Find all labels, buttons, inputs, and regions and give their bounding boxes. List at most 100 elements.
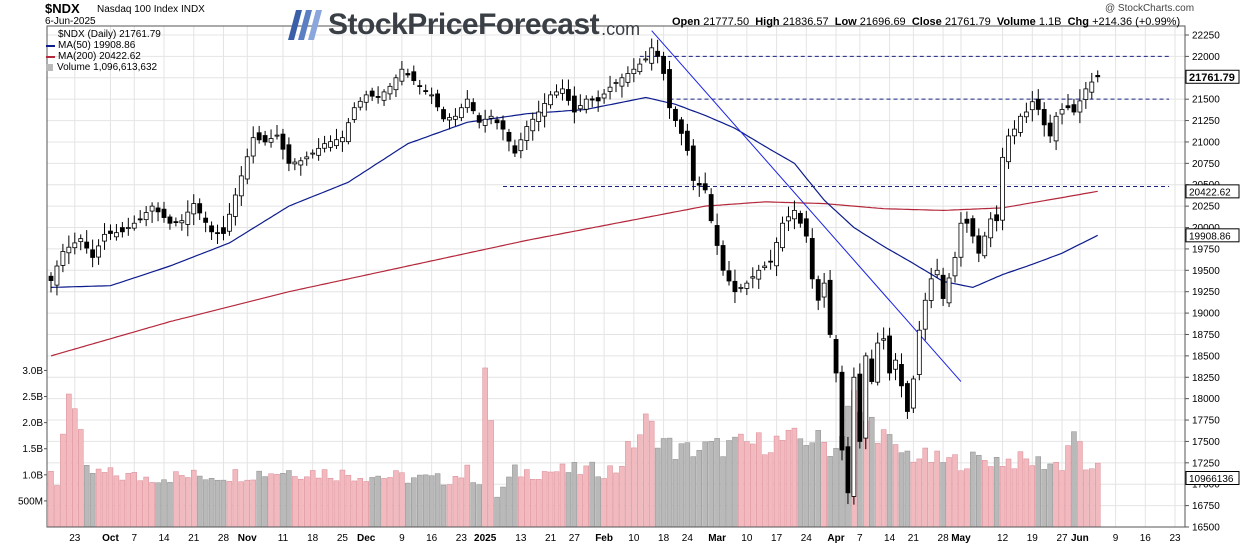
volume-bar	[928, 462, 934, 528]
volume-bar	[416, 474, 423, 528]
volume-bar	[309, 470, 316, 528]
volume-bar	[48, 471, 54, 528]
candle-body	[1077, 100, 1083, 113]
grid-lines	[47, 26, 1185, 528]
x-tick-label: 23	[456, 533, 468, 544]
candle-body	[869, 358, 875, 382]
candle-body	[125, 227, 131, 229]
candle-body	[934, 269, 940, 276]
volume-bar	[1053, 462, 1059, 528]
x-tick-label: 10	[741, 533, 753, 544]
candle-body	[768, 260, 774, 263]
volume-bar	[327, 477, 334, 528]
legend-price: $NDX (Daily) 21761.79	[58, 29, 161, 40]
volume-bar	[125, 473, 132, 528]
price-tick-label: 19000	[1192, 309, 1220, 320]
candle-body	[179, 220, 185, 224]
volume-bar	[541, 471, 548, 528]
volume-bar	[637, 434, 643, 528]
volume-bar	[268, 473, 274, 528]
volume-bar	[345, 474, 352, 528]
volume-bar	[886, 434, 893, 528]
candle-body	[619, 77, 625, 87]
volume-bar	[220, 479, 227, 528]
x-tick-label: 7	[131, 533, 137, 544]
volume-bar	[131, 472, 138, 528]
x-tick-label: 10	[628, 533, 640, 544]
volume-bar	[821, 442, 827, 528]
index-name: Nasdaq 100 Index INDX	[97, 4, 205, 15]
axis-marker-box	[1185, 184, 1240, 199]
volume-bar	[339, 469, 346, 528]
candle-body	[667, 69, 672, 109]
candle-body	[970, 218, 976, 237]
candle-body	[250, 137, 256, 157]
candle-body	[857, 373, 863, 442]
ohlc-summary: Open 21777.50 High 21836.57 Low 21696.69…	[672, 16, 1181, 28]
candle-body	[423, 90, 429, 92]
volume-bar	[654, 447, 661, 528]
plot-border	[46, 25, 1186, 528]
candle-body	[322, 143, 327, 149]
x-tick-label: Apr	[827, 533, 844, 544]
candle-body	[1059, 109, 1065, 115]
axis-marker-label: 20422.62	[1189, 187, 1231, 198]
x-tick-label: 14	[158, 533, 170, 544]
candle-body	[893, 359, 898, 370]
volume-bar	[559, 463, 566, 528]
candle-body	[191, 203, 197, 215]
volume-bar	[1047, 463, 1053, 528]
candle-body	[827, 279, 833, 335]
candle-body	[976, 235, 982, 254]
volume-bar	[993, 457, 1000, 528]
candle-body	[1035, 98, 1041, 110]
volume-bar	[226, 481, 233, 528]
volume-bar	[1011, 468, 1018, 528]
volume-bar	[518, 476, 524, 528]
candle-body	[512, 145, 518, 154]
candle-body	[381, 91, 387, 101]
volume-bar	[607, 465, 613, 528]
candle-body	[595, 97, 601, 102]
candle-body	[304, 156, 310, 160]
volume-bar	[470, 482, 477, 528]
candle-body	[780, 222, 785, 249]
candle-body	[334, 139, 339, 147]
candle-body	[500, 120, 506, 130]
volume-bar	[952, 454, 958, 528]
volume-bar	[880, 429, 887, 528]
volume-bar	[964, 468, 970, 528]
volume-bar	[529, 479, 536, 528]
candle-body	[910, 378, 916, 409]
candle-body	[554, 91, 559, 96]
candle-body	[655, 50, 661, 57]
candle-body	[84, 241, 90, 249]
axis-marker-ma: 20422.62	[1185, 184, 1240, 199]
candle-body	[173, 221, 179, 223]
volume-bar	[214, 479, 221, 528]
candle-body	[411, 71, 417, 82]
candle-body	[1083, 88, 1089, 100]
volume-bar	[446, 484, 453, 528]
volume-bar	[244, 479, 251, 528]
volume-bar	[797, 438, 804, 528]
x-tick-label: Oct	[102, 533, 119, 544]
candle-body	[494, 119, 500, 124]
x-tick-label: 12	[997, 533, 1009, 544]
price-tick-label: 16750	[1192, 501, 1220, 512]
volume-bar	[672, 459, 679, 528]
volume-bar	[738, 433, 744, 528]
x-tick-label: 14	[884, 533, 896, 544]
volume-bar	[1059, 470, 1065, 528]
volume-bar	[898, 452, 905, 528]
candle-body	[916, 329, 922, 375]
x-tick-label: 19	[1027, 533, 1039, 544]
candlesticks	[48, 38, 1101, 505]
x-tick-label: 21	[188, 533, 200, 544]
volume-bar	[1071, 431, 1077, 528]
chart-frame	[46, 25, 1186, 528]
candle-body	[256, 132, 262, 141]
candle-body	[774, 242, 779, 267]
volume-bar	[987, 466, 994, 528]
candle-body	[470, 102, 476, 112]
